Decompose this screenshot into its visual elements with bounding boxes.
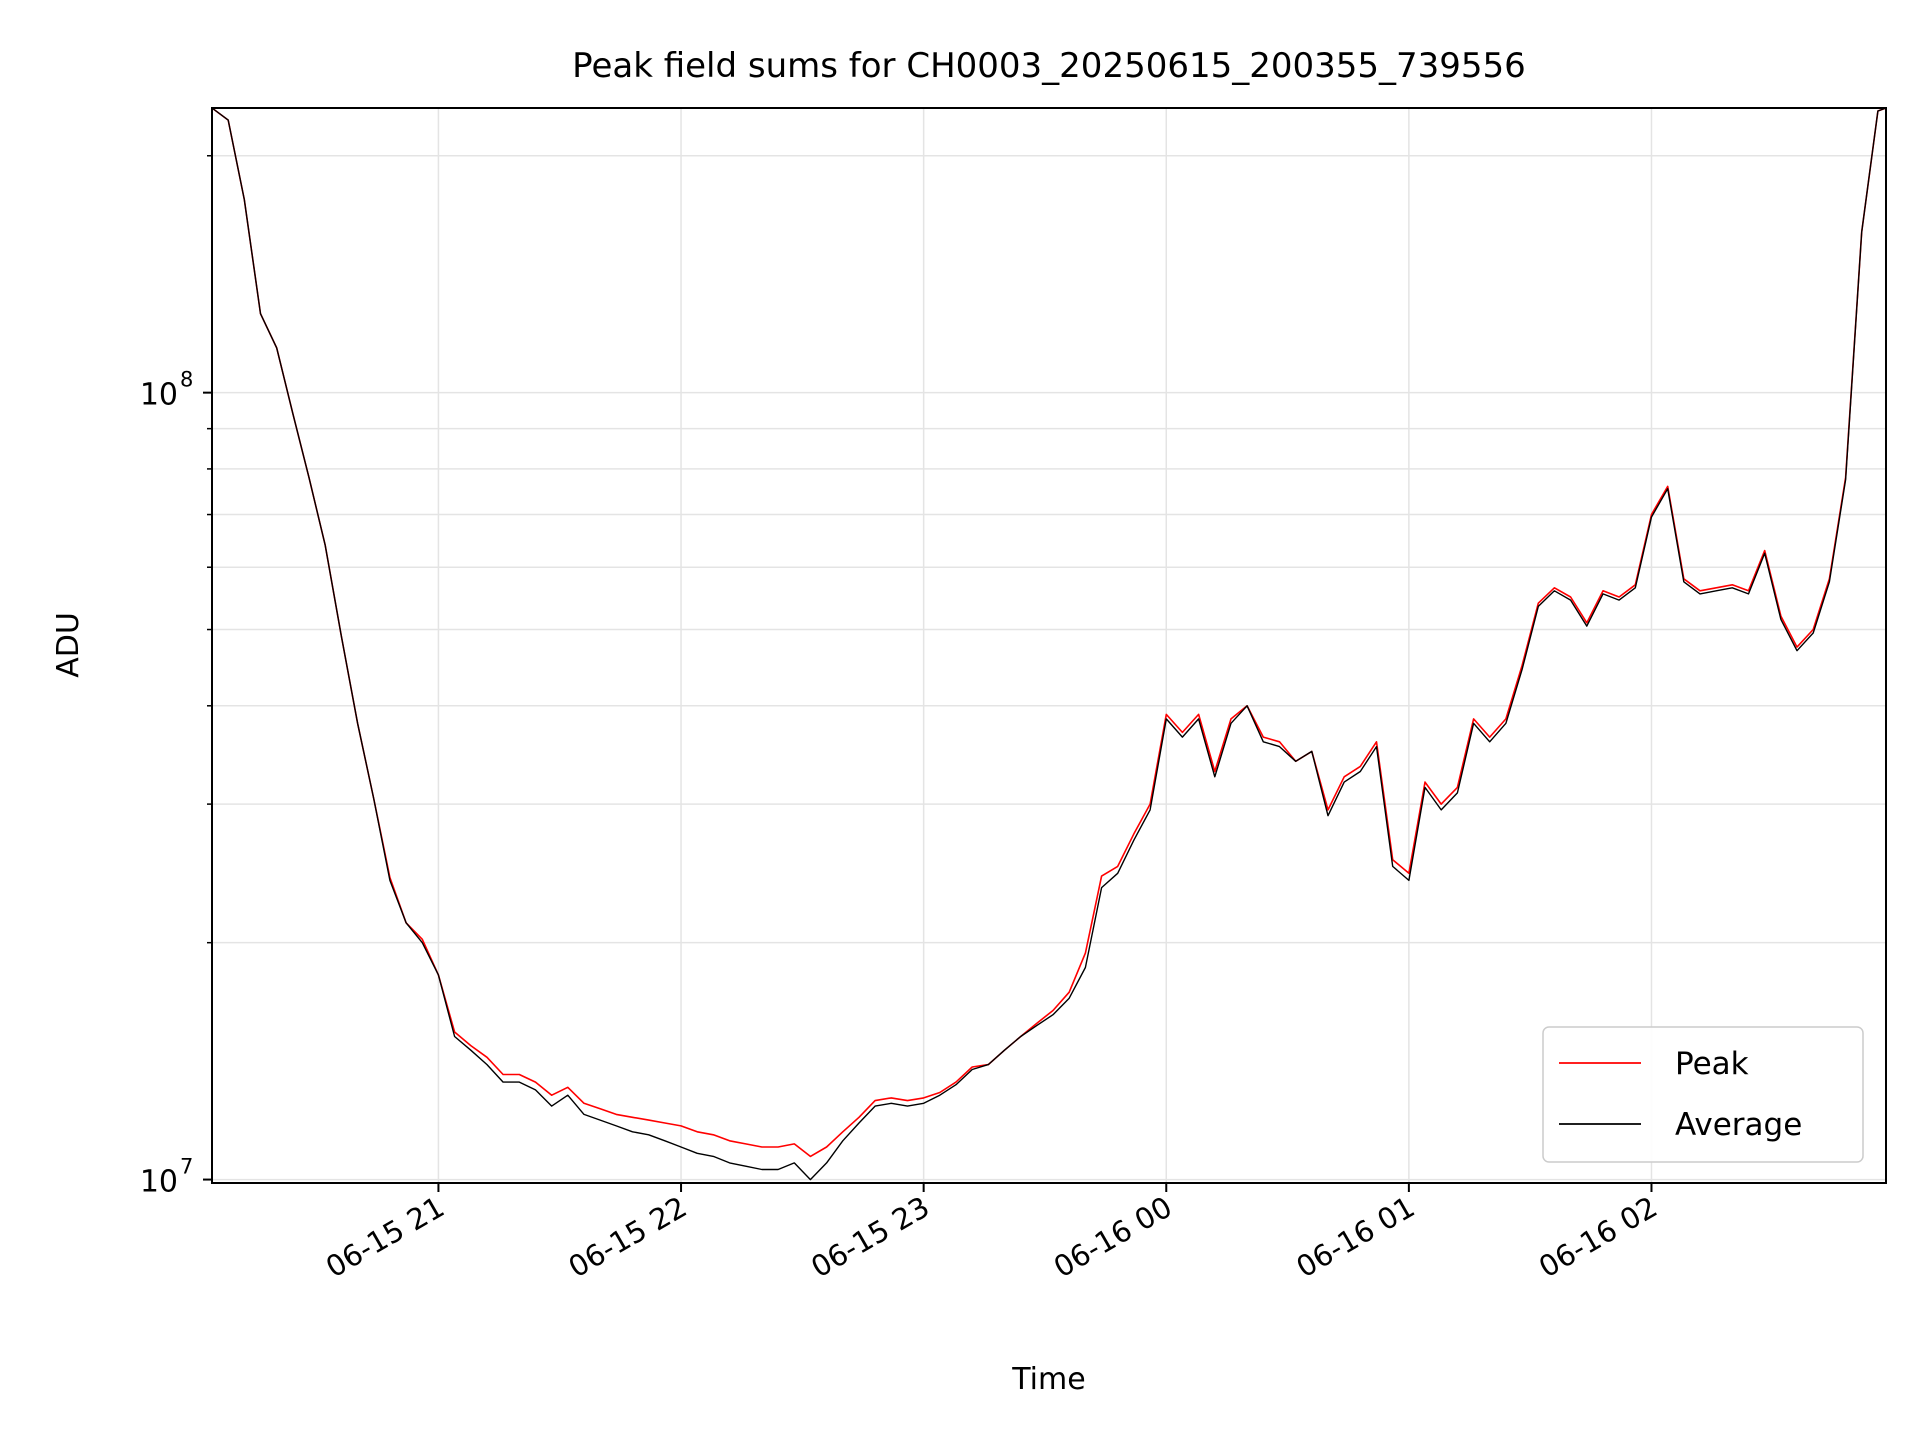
peak-series-line	[211, 107, 1887, 1158]
x-axis-label: Time	[1011, 1362, 1085, 1397]
y-tick-label-exponent: 8	[180, 368, 193, 392]
plot-frame	[211, 107, 1887, 1184]
chart-title: Peak field sums for CH0003_20250615_2003…	[572, 46, 1526, 86]
y-axis-label: ADU	[51, 612, 86, 678]
legend-label-peak: Peak	[1675, 1046, 1749, 1082]
legend: Peak Average	[1542, 1026, 1864, 1163]
y-tick-label-exponent: 7	[180, 1155, 193, 1179]
y-tick-label: 10	[140, 378, 178, 413]
series-group	[211, 107, 1887, 1181]
average-series-line	[211, 107, 1887, 1181]
y-tick-label: 10	[140, 1165, 178, 1200]
grid	[212, 108, 1886, 1183]
legend-label-average: Average	[1675, 1107, 1802, 1143]
legend-box	[1542, 1026, 1864, 1163]
